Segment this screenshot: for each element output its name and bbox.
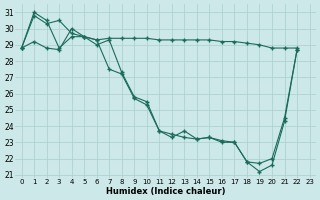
X-axis label: Humidex (Indice chaleur): Humidex (Indice chaleur) [106,187,225,196]
